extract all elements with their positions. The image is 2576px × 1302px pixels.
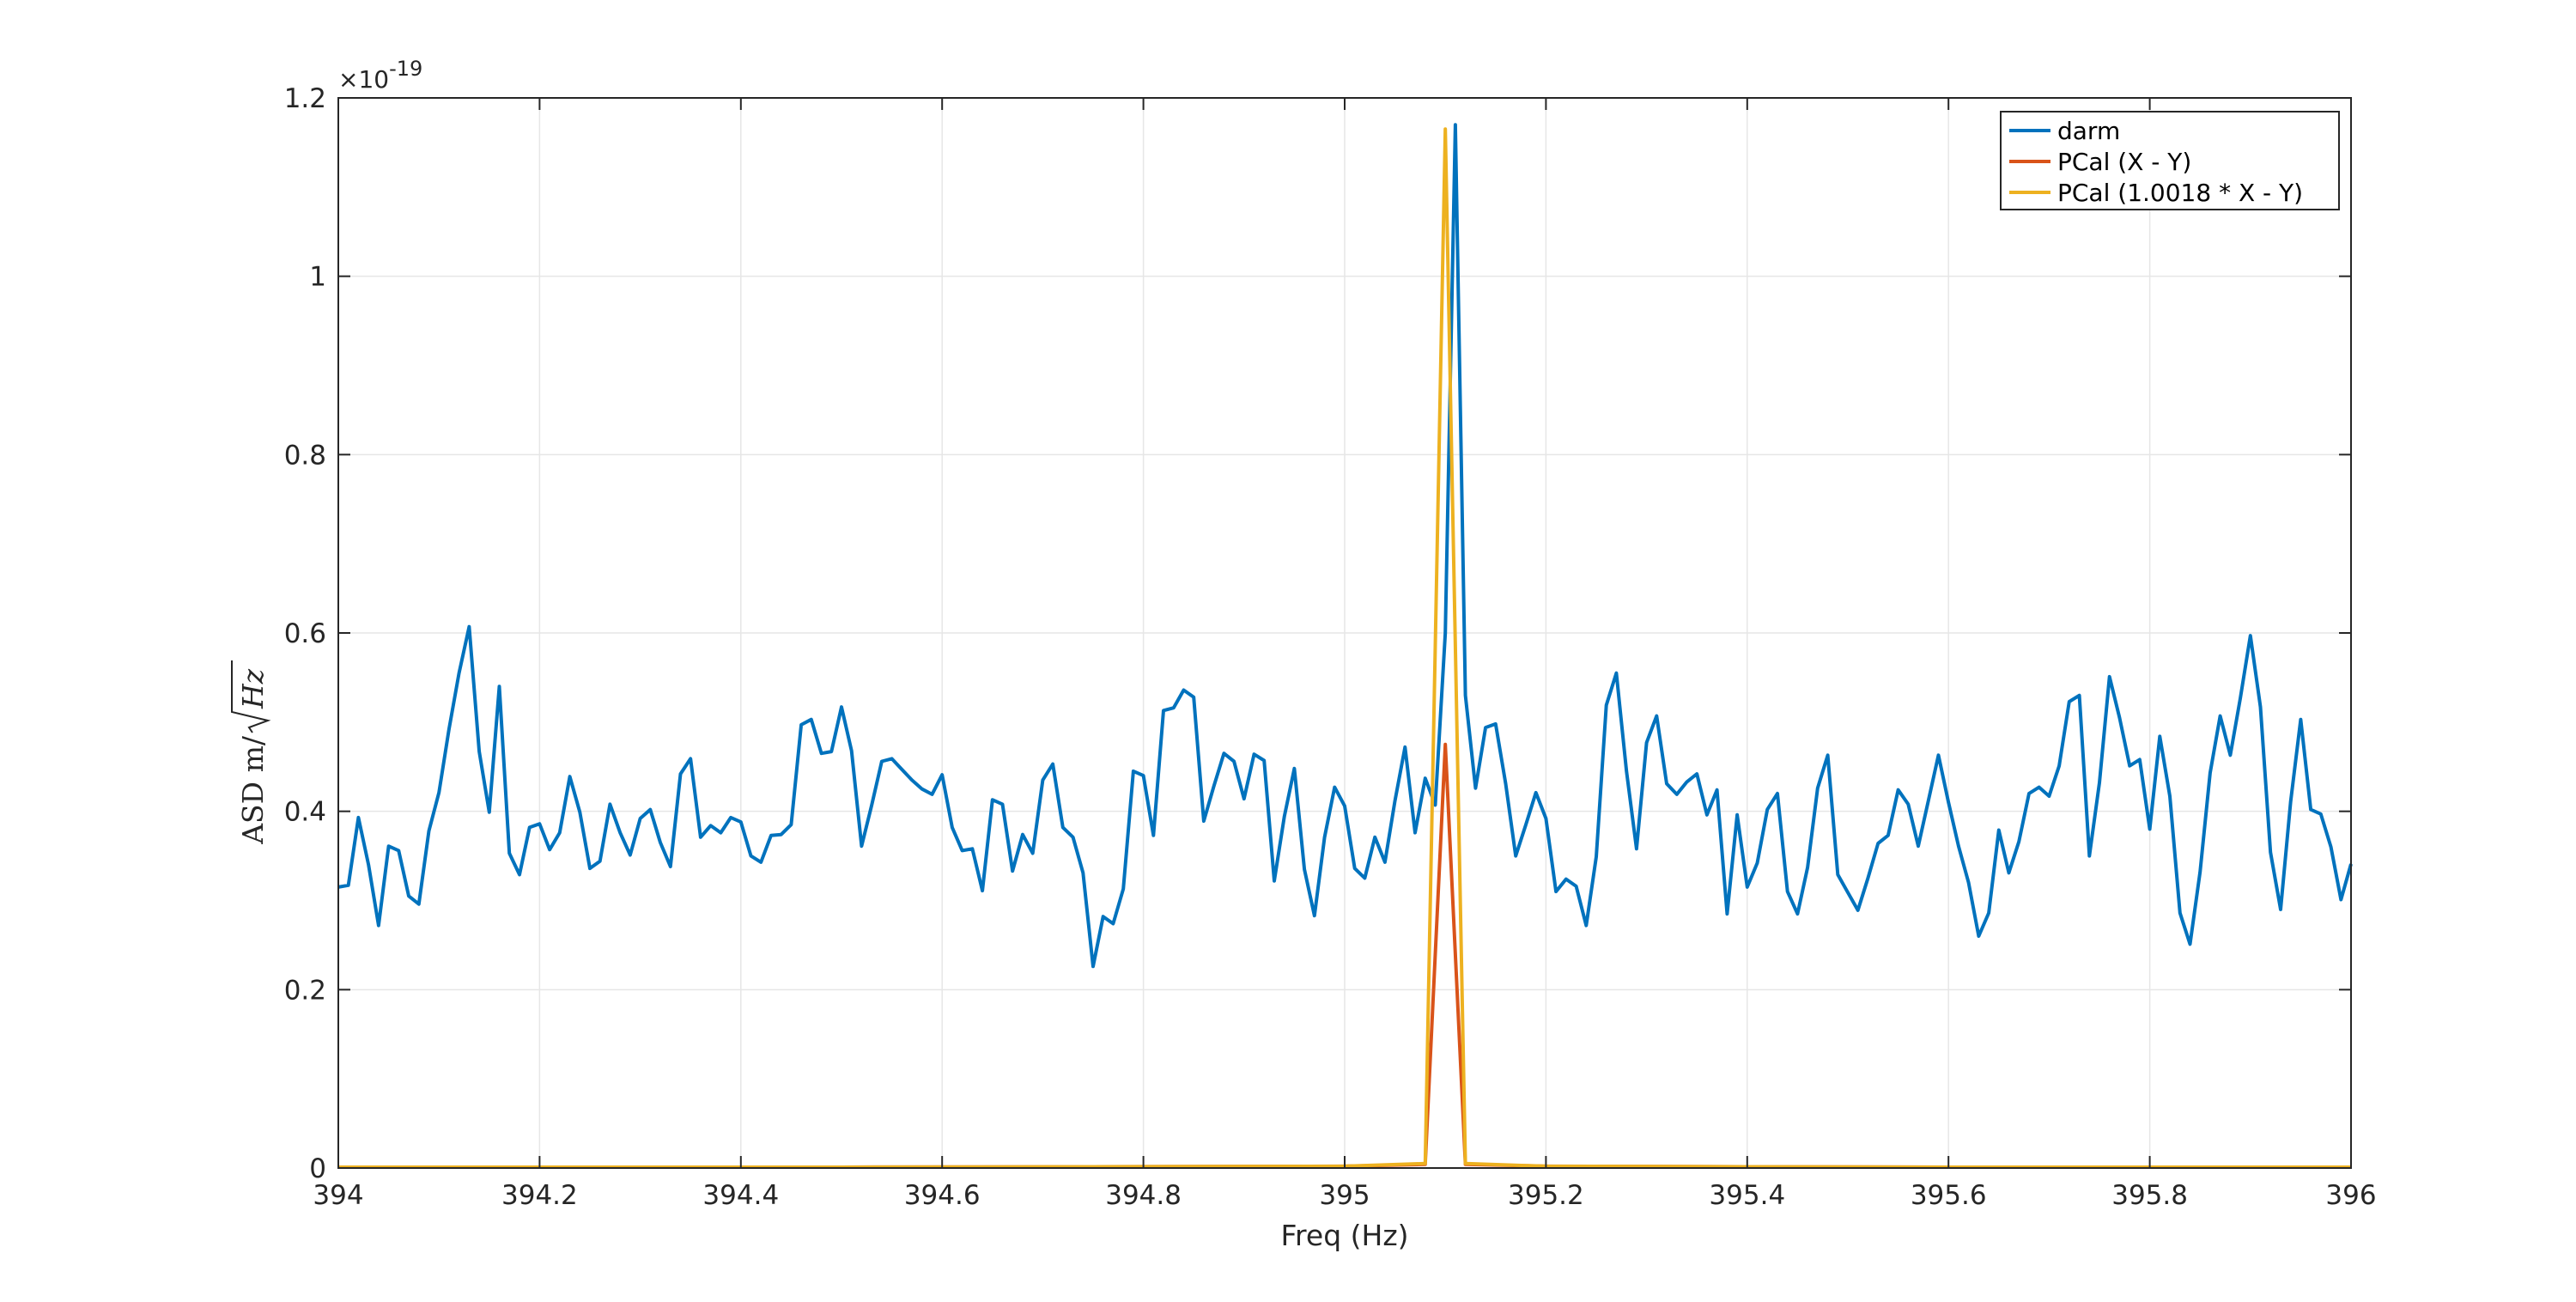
y-axis-label-prefix: ASD m/ <box>236 735 270 845</box>
y-tick-label: 1.2 <box>284 83 326 114</box>
y-tick-label: 0.6 <box>284 618 326 649</box>
legend-label-pcal-x-y: PCal (X - Y) <box>2057 148 2191 176</box>
legend-label-darm: darm <box>2057 117 2120 145</box>
y-exponent-label: ×10-19 <box>338 57 422 94</box>
y-tick-label: 0.4 <box>284 797 326 828</box>
x-tick-label: 395.8 <box>2111 1180 2188 1211</box>
legend: darm PCal (X - Y) PCal (1.0018 * X - Y) <box>2000 111 2340 210</box>
ticks <box>337 97 2352 1169</box>
legend-label-pcal-1-0018-x-y: PCal (1.0018 * X - Y) <box>2057 179 2303 207</box>
y-axis-label-radicand: Hz <box>236 668 270 709</box>
y-tick-label: 0 <box>309 1153 326 1184</box>
x-tick-label: 395 <box>1319 1180 1370 1211</box>
y-tick-label: 0.8 <box>284 440 326 471</box>
y-tick-label: 1 <box>309 262 326 293</box>
x-axis-label: Freq (Hz) <box>1280 1219 1408 1252</box>
y-exponent-power: -19 <box>389 57 422 81</box>
x-tick-label: 396 <box>2325 1180 2376 1211</box>
x-tick-label: 394.2 <box>501 1180 578 1211</box>
series-layer <box>337 123 2353 1169</box>
x-tick-label: 394.4 <box>702 1180 779 1211</box>
series-line-pcal-1-0018-x-y <box>338 127 2351 1169</box>
x-tick-label: 394.6 <box>904 1180 981 1211</box>
x-tick-label: 394.8 <box>1105 1180 1182 1211</box>
x-tick-label: 395.6 <box>1911 1180 1987 1211</box>
y-axis-label-radical <box>231 660 271 733</box>
y-exponent-base: ×10 <box>338 65 389 94</box>
x-tick-label: 395.4 <box>1709 1180 1785 1211</box>
grid <box>337 97 2352 1169</box>
tick-labels: 394 394.2 394.4 394.6 394.8 395 395.2 395.4 395.… <box>284 83 2377 1211</box>
y-axis-label: ASD m/ Hz <box>231 660 271 845</box>
series-line-darm <box>337 123 2353 969</box>
y-tick-label: 0.2 <box>284 975 326 1006</box>
x-tick-label: 395.2 <box>1508 1180 1584 1211</box>
legend-box <box>2000 111 2340 210</box>
x-tick-label: 394 <box>313 1180 363 1211</box>
